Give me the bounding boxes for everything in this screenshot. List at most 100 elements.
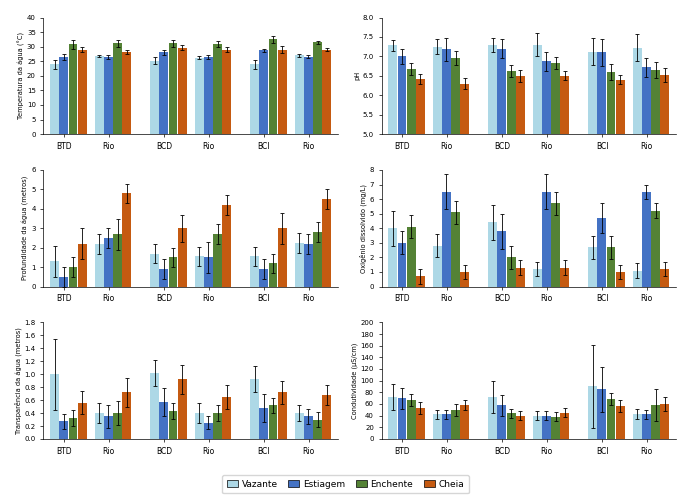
Bar [616,406,625,439]
Y-axis label: pH: pH [354,71,361,80]
Bar [460,84,469,329]
Bar [68,267,77,286]
Bar [169,411,178,439]
Bar [160,52,169,134]
Bar [278,228,287,286]
Bar [195,256,204,286]
Bar [397,56,406,329]
Bar [388,397,397,439]
Bar [213,413,222,439]
Bar [560,267,569,286]
Bar [633,414,642,439]
Bar [250,64,259,134]
Bar [633,48,642,329]
Bar [498,405,507,439]
Bar [68,418,77,439]
Bar [322,199,331,286]
Bar [204,423,213,439]
Bar [59,57,68,134]
Bar [397,398,406,439]
Bar [588,247,597,286]
Bar [542,192,551,286]
Bar [204,257,213,286]
Bar [442,192,451,286]
Bar [460,405,469,439]
Bar [451,410,460,439]
Bar [160,402,169,439]
Bar [278,50,287,134]
Bar [642,192,651,286]
Bar [50,374,59,439]
Bar [178,228,187,286]
Bar [533,45,542,329]
Bar [259,408,268,439]
Bar [607,247,616,286]
Bar [295,413,303,439]
Bar [95,413,104,439]
Bar [388,228,397,286]
Bar [598,218,606,286]
Bar [607,399,616,439]
Bar [304,57,313,134]
Bar [407,400,415,439]
Bar [213,234,222,286]
Bar [160,269,169,286]
Bar [507,413,515,439]
Bar [651,405,660,439]
Bar [533,269,542,286]
Bar [259,269,268,286]
Bar [150,61,159,134]
Bar [295,55,303,134]
Bar [498,49,507,329]
Bar [178,379,187,439]
Bar [223,205,231,286]
Bar [50,261,59,286]
Bar [213,44,222,134]
Bar [588,52,597,329]
Bar [607,72,616,329]
Bar [651,211,660,286]
Bar [388,45,397,329]
Bar [460,272,469,286]
Bar [169,43,178,134]
Bar [59,421,68,439]
Bar [560,76,569,329]
Bar [269,263,277,286]
Bar [295,243,303,286]
Bar [560,413,569,439]
Bar [195,413,204,439]
Bar [433,414,442,439]
Bar [416,408,425,439]
Bar [661,404,669,439]
Bar [113,234,122,286]
Bar [223,397,231,439]
Bar [304,244,313,286]
Bar [642,67,651,329]
Bar [551,417,560,439]
Bar [95,244,104,286]
Y-axis label: Oxigênio dissolvido (mg/L): Oxigênio dissolvido (mg/L) [360,184,368,273]
Bar [407,227,415,286]
Bar [78,50,86,134]
Bar [498,231,507,286]
Bar [433,246,442,286]
Bar [169,257,178,286]
Y-axis label: Temperatura da água (°C): Temperatura da água (°C) [17,32,25,120]
Bar [451,58,460,329]
Bar [304,416,313,439]
Bar [516,416,524,439]
Bar [533,416,542,439]
Bar [269,39,277,134]
Bar [204,57,213,134]
Bar [442,414,451,439]
Bar [50,64,59,134]
Bar [642,414,651,439]
Bar [278,392,287,439]
Bar [516,76,524,329]
Bar [598,389,606,439]
Bar [59,277,68,286]
Bar [407,69,415,329]
Bar [433,47,442,329]
Bar [122,52,131,134]
Legend: Vazante, Estiagem, Enchente, Cheia: Vazante, Estiagem, Enchente, Cheia [223,476,468,494]
